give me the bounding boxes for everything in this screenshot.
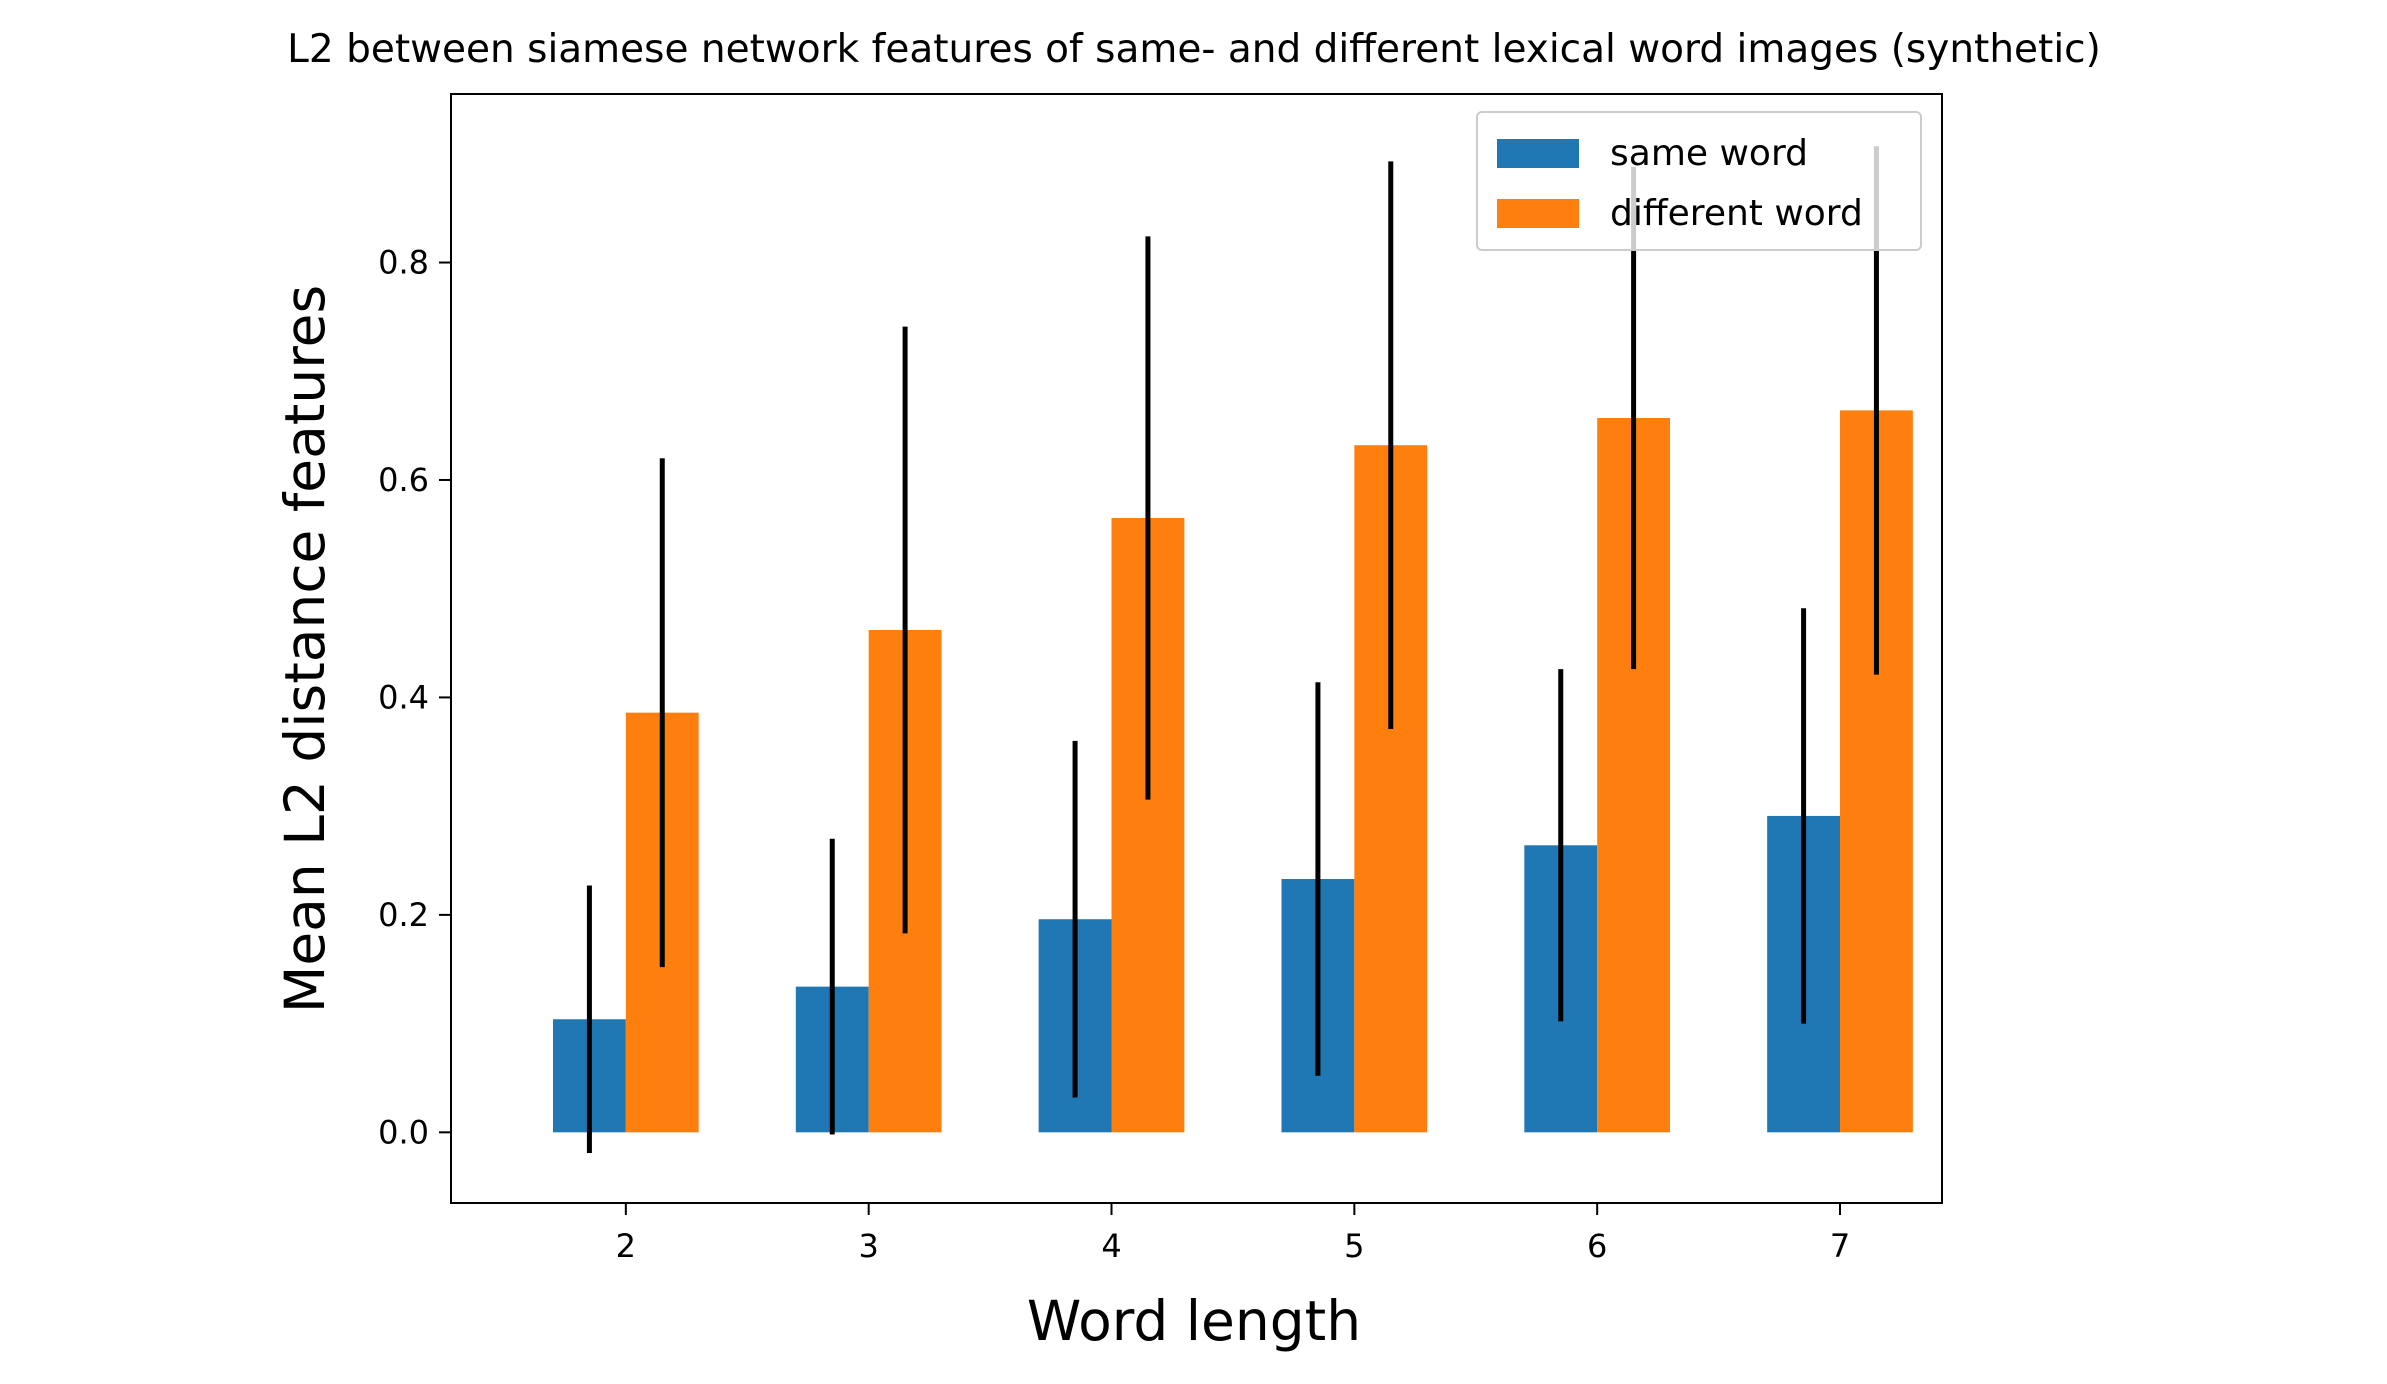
legend-label-different-word: different word: [1610, 193, 1863, 234]
plot-frame: [450, 93, 1943, 1204]
y-tick-label: 0.2: [378, 896, 429, 934]
x-tick-label: 7: [1830, 1227, 1850, 1265]
legend-box: [1476, 111, 1922, 251]
x-tick-label: 3: [858, 1227, 878, 1265]
y-axis-label: Mean L2 distance features: [273, 285, 337, 1013]
x-tick-label: 5: [1344, 1227, 1364, 1265]
x-tick-label: 4: [1101, 1227, 1121, 1265]
legend: same word different word: [1476, 111, 1922, 251]
y-tick-label: 0.8: [378, 244, 429, 282]
y-axis-ticks: 0.0 0.2 0.4 0.6 0.8: [378, 244, 451, 1151]
y-tick-label: 0.6: [378, 461, 429, 499]
legend-label-same-word: same word: [1610, 133, 1808, 174]
x-tick-label: 2: [616, 1227, 636, 1265]
y-tick-label: 0.4: [378, 678, 429, 716]
y-tick-label: 0.0: [378, 1113, 429, 1151]
legend-swatch-same-word: [1497, 139, 1579, 168]
x-axis-label: Word length: [1027, 1289, 1361, 1353]
legend-swatch-different-word: [1497, 199, 1579, 228]
x-axis-ticks: 2 3 4 5 6 7: [616, 1203, 1850, 1265]
chart-title: L2 between siamese network features of s…: [287, 27, 2101, 72]
bars-layer: [552, 410, 1913, 1133]
x-tick-label: 6: [1587, 1227, 1607, 1265]
